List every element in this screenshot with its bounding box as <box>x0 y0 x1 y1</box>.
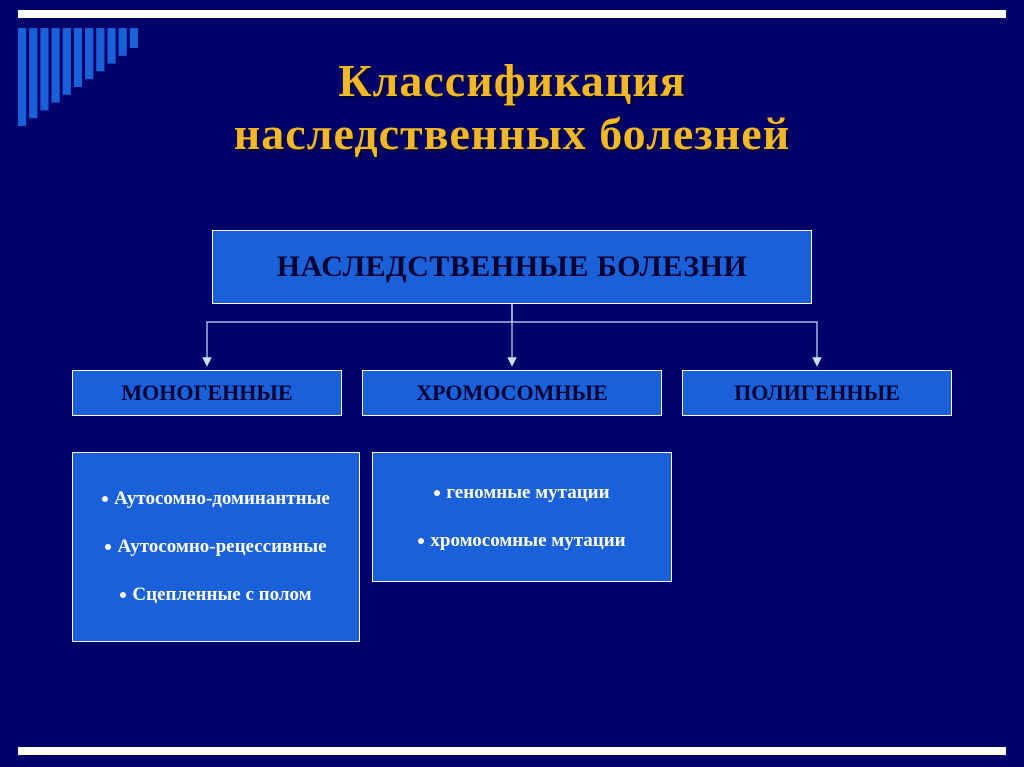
child-label: ПОЛИГЕННЫЕ <box>734 380 900 406</box>
detail-text: Сцепленные с полом <box>132 584 311 606</box>
detail-text: Аутосомно-рецессивные <box>117 536 326 558</box>
child-node-chromosomal: ХРОМОСОМНЫЕ <box>362 370 662 416</box>
detail-chromosomal: геномные мутации хромосомные мутации <box>372 452 672 582</box>
title-line-1: Классификация <box>0 55 1024 108</box>
bullet-icon <box>418 538 424 544</box>
detail-item: хромосомные мутации <box>381 530 663 552</box>
child-node-polygenic: ПОЛИГЕННЫЕ <box>682 370 952 416</box>
page-title: Классификация наследственных болезней <box>0 55 1024 161</box>
detail-item: Аутосомно-рецессивные <box>81 536 351 558</box>
child-label: МОНОГЕННЫЕ <box>121 380 292 406</box>
detail-item: Сцепленные с полом <box>81 584 351 606</box>
bullet-icon <box>105 544 111 550</box>
child-node-monogenic: МОНОГЕННЫЕ <box>72 370 342 416</box>
bullet-icon <box>120 592 126 598</box>
detail-monogenic: Аутосомно-доминантные Аутосомно-рецессив… <box>72 452 360 642</box>
detail-text: Аутосомно-доминантные <box>114 488 330 510</box>
diagram: НАСЛЕДСТВЕННЫЕ БОЛЕЗНИ МОНОГЕННЫЕ ХРОМОС… <box>0 230 1024 642</box>
detail-item: Аутосомно-доминантные <box>81 488 351 510</box>
child-row: МОНОГЕННЫЕ ХРОМОСОМНЫЕ ПОЛИГЕННЫЕ <box>72 370 952 416</box>
title-line-2: наследственных болезней <box>0 108 1024 161</box>
slide: Классификация наследственных болезней НА… <box>0 0 1024 767</box>
detail-row: Аутосомно-доминантные Аутосомно-рецессив… <box>72 452 952 642</box>
detail-text: геномные мутации <box>446 482 609 504</box>
detail-item: геномные мутации <box>381 482 663 504</box>
child-label: ХРОМОСОМНЫЕ <box>416 380 608 406</box>
root-label: НАСЛЕДСТВЕННЫЕ БОЛЕЗНИ <box>277 250 747 284</box>
root-node: НАСЛЕДСТВЕННЫЕ БОЛЕЗНИ <box>212 230 812 304</box>
bullet-icon <box>102 496 108 502</box>
detail-text: хромосомные мутации <box>430 530 625 552</box>
top-bar <box>18 10 1006 18</box>
bullet-icon <box>434 490 440 496</box>
bottom-bar <box>18 747 1006 755</box>
